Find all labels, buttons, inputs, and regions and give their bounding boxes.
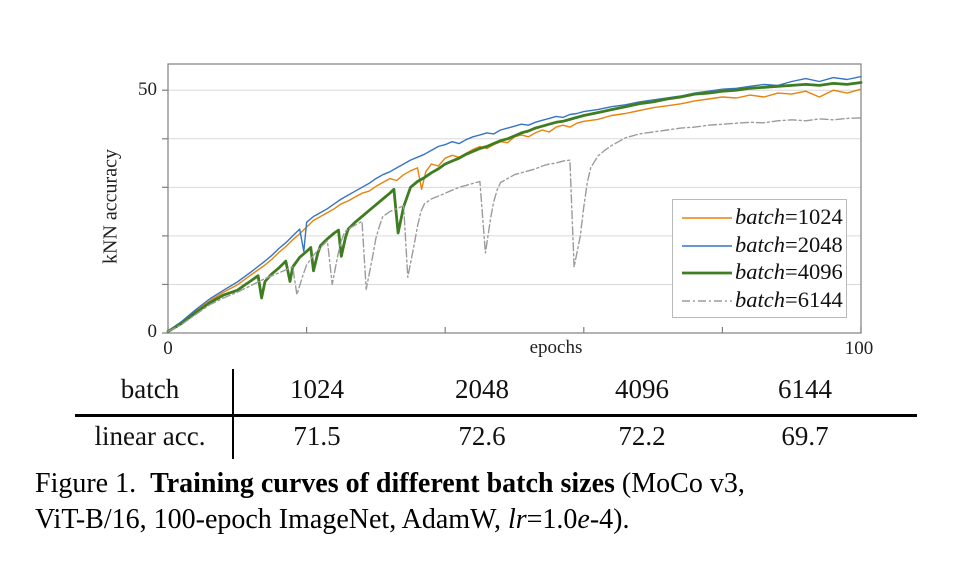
legend-item-batch-2048: batch=2048 (681, 231, 843, 258)
table-cell-acc-1024: 71.5 (293, 421, 341, 451)
y-axis-title: kNN accuracy (99, 149, 122, 264)
caption-bold: Training curves of different batch sizes (150, 468, 615, 499)
figure-caption: Figure 1. Training curves of different ba… (35, 466, 955, 538)
caption-suffix: -4). (589, 504, 630, 535)
table-cell-batch-2048: 2048 (455, 374, 509, 404)
series-line-batch-4096 (166, 81, 863, 333)
plot-canvas (162, 63, 863, 334)
series-line-batch-6144 (167, 117, 862, 333)
legend-label-italic: batch (735, 259, 785, 285)
caption-eq: =1.0 (526, 504, 578, 535)
caption-rest: (MoCo v3, (614, 468, 745, 499)
caption-line-1: Figure 1. Training curves of different ba… (35, 466, 955, 502)
table-row1-label: batch (120, 374, 180, 404)
legend-sample-svg (682, 300, 732, 302)
legend-label-italic: batch (735, 231, 785, 257)
table-cell-batch-1024: 1024 (290, 374, 344, 404)
table-cell-acc-6144: 69.7 (781, 421, 829, 451)
legend-label-italic: batch (735, 287, 785, 313)
x-tick-label-0: 0 (163, 338, 173, 359)
plot-frame (167, 63, 862, 334)
legend-label-value: =4096 (785, 259, 843, 285)
legend-item-batch-1024: batch=1024 (681, 203, 843, 230)
caption-line-2: ViT-B/16, 100-epoch ImageNet, AdamW, lr=… (35, 502, 955, 538)
legend-sample-svg (682, 271, 732, 275)
caption-lr-italic: lr (507, 504, 527, 535)
table-horizontal-rule (75, 414, 917, 417)
x-tick-label-100: 100 (844, 338, 874, 359)
legend-line-batch-4096-icon (681, 266, 733, 278)
table-cell-acc-4096: 72.2 (618, 421, 666, 451)
caption-prefix: Figure 1. (35, 468, 137, 499)
legend-line-batch-6144-icon (681, 294, 733, 306)
y-tick-label-0: 0 (147, 321, 158, 342)
legend-label-value: =1024 (785, 203, 843, 229)
results-table: batch 1024 2048 4096 6144 linear acc. 71… (0, 365, 973, 465)
caption-line2-text: ViT-B/16, 100-epoch ImageNet, AdamW, (35, 504, 508, 535)
legend-sample-svg (682, 244, 732, 247)
x-axis-title: epochs (529, 337, 583, 358)
legend-item-batch-4096: batch=4096 (681, 259, 843, 286)
legend: batch=1024 batch=2048 batch=4096 batch=6… (672, 199, 847, 318)
legend-label-batch-2048: batch=2048 (735, 232, 843, 258)
legend-line-batch-2048-icon (681, 239, 733, 251)
legend-item-batch-6144: batch=6144 (681, 287, 843, 314)
table-cell-acc-2048: 72.6 (458, 421, 506, 451)
training-curves-chart: kNN accuracy 50 0 0 100 epochs batch=102… (99, 63, 874, 359)
y-tick-label-50: 50 (138, 79, 157, 100)
legend-label-batch-4096: batch=4096 (735, 259, 843, 285)
legend-label-value: =2048 (785, 231, 843, 257)
legend-label-italic: batch (735, 203, 785, 229)
legend-label-value: =6144 (785, 287, 843, 313)
legend-label-batch-6144: batch=6144 (735, 287, 843, 313)
table-cell-batch-4096: 4096 (615, 374, 669, 404)
legend-sample-svg (682, 217, 732, 219)
table-row2-label: linear acc. (94, 421, 206, 451)
legend-label-batch-1024: batch=1024 (735, 204, 843, 230)
table-cell-batch-6144: 6144 (778, 374, 832, 404)
legend-line-batch-1024-icon (681, 211, 733, 223)
caption-e-italic: e (577, 504, 590, 535)
